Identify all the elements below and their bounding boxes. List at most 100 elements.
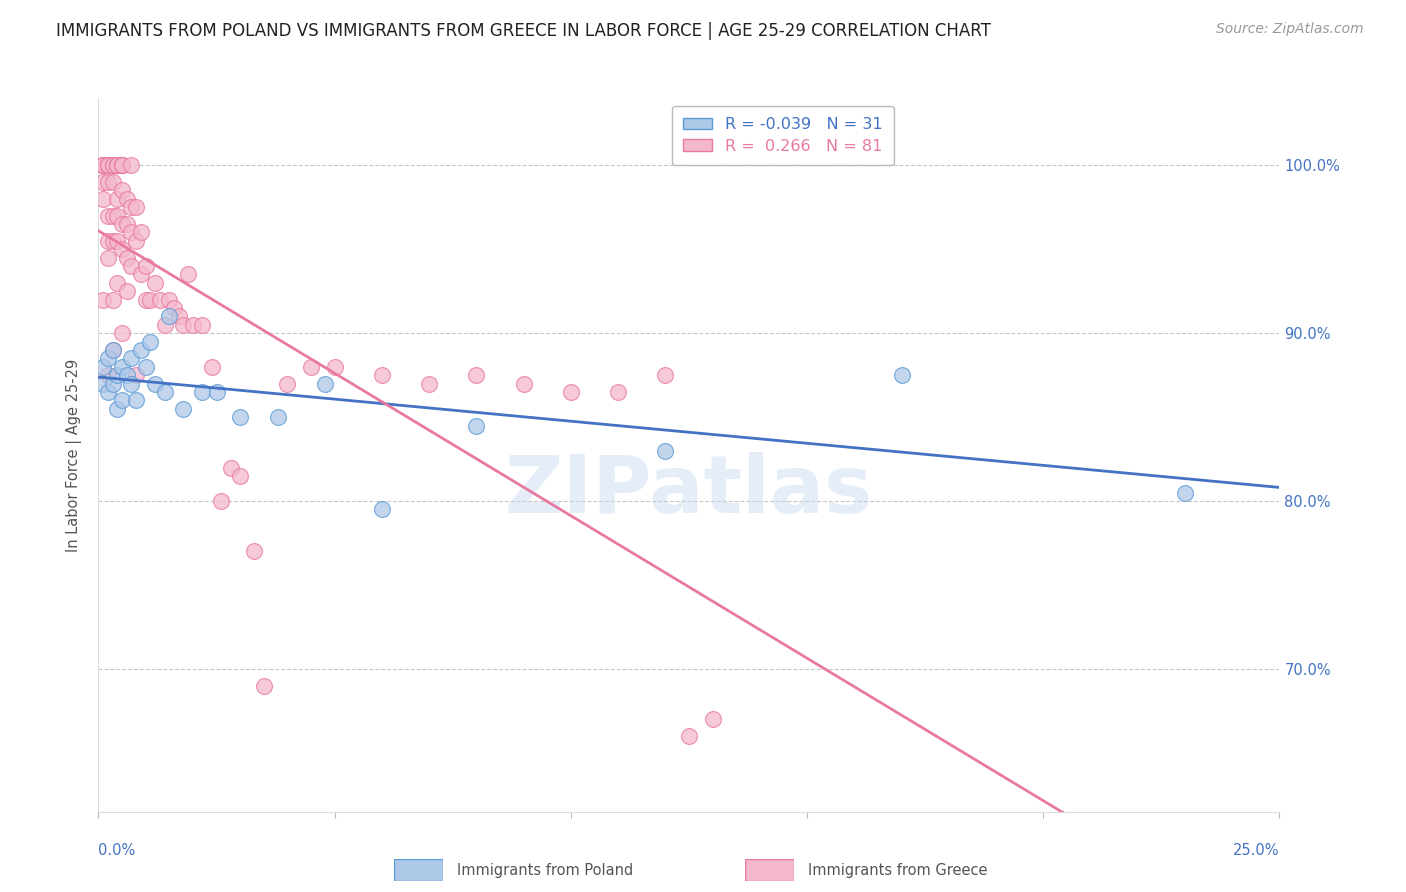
Point	[512, 376, 534, 391]
Point	[97, 384, 120, 399]
Point	[654, 443, 676, 458]
Point	[105, 158, 128, 172]
Text: 0.0%: 0.0%	[98, 843, 135, 858]
Point	[191, 384, 214, 399]
Point	[229, 410, 252, 425]
Point	[121, 376, 143, 391]
Point	[418, 376, 440, 391]
Point	[115, 217, 138, 231]
Point	[121, 351, 143, 366]
Point	[125, 234, 148, 248]
Point	[97, 158, 120, 172]
Point	[111, 217, 134, 231]
Point	[105, 401, 128, 416]
Point	[172, 318, 194, 332]
Point	[91, 359, 114, 374]
Point	[105, 158, 128, 172]
Point	[91, 158, 114, 172]
Point	[97, 158, 120, 172]
Point	[560, 384, 582, 399]
Point	[121, 259, 143, 273]
Point	[101, 209, 124, 223]
Point	[115, 251, 138, 265]
Point	[125, 368, 148, 383]
Point	[157, 293, 180, 307]
Point	[299, 359, 322, 374]
Point	[129, 226, 152, 240]
Point	[111, 158, 134, 172]
Point	[97, 209, 120, 223]
Point	[115, 192, 138, 206]
Point	[111, 326, 134, 341]
Point	[167, 310, 190, 324]
Point	[105, 192, 128, 206]
Point	[105, 368, 128, 383]
Point	[111, 158, 134, 172]
Point	[201, 359, 224, 374]
Point	[111, 184, 134, 198]
Point	[101, 343, 124, 357]
Point	[1174, 485, 1197, 500]
Text: IMMIGRANTS FROM POLAND VS IMMIGRANTS FROM GREECE IN LABOR FORCE | AGE 25-29 CORR: IMMIGRANTS FROM POLAND VS IMMIGRANTS FRO…	[56, 22, 991, 40]
Point	[267, 410, 290, 425]
Point	[143, 376, 166, 391]
Point	[177, 268, 200, 282]
Point	[121, 158, 143, 172]
Point	[115, 284, 138, 298]
Point	[607, 384, 630, 399]
Point	[135, 259, 157, 273]
Point	[105, 276, 128, 290]
Point	[105, 158, 128, 172]
Point	[135, 293, 157, 307]
Point	[115, 368, 138, 383]
Point	[139, 293, 162, 307]
Point	[153, 384, 176, 399]
Point	[91, 158, 114, 172]
Point	[135, 359, 157, 374]
Point	[97, 351, 120, 366]
Point	[209, 494, 232, 508]
Y-axis label: In Labor Force | Age 25-29: In Labor Force | Age 25-29	[66, 359, 83, 551]
Point	[181, 318, 204, 332]
Point	[91, 158, 114, 172]
Point	[157, 310, 180, 324]
Point	[91, 293, 114, 307]
Point	[371, 368, 394, 383]
Point	[125, 393, 148, 408]
Point	[371, 502, 394, 516]
Point	[654, 368, 676, 383]
Point	[253, 679, 276, 693]
Point	[149, 293, 172, 307]
Point	[229, 469, 252, 483]
Point	[314, 376, 336, 391]
Point	[276, 376, 298, 391]
Point	[465, 368, 488, 383]
Point	[129, 343, 152, 357]
Point	[101, 158, 124, 172]
Text: ZIPatlas: ZIPatlas	[505, 451, 873, 530]
Point	[163, 301, 186, 315]
Point	[121, 226, 143, 240]
Point	[97, 368, 120, 383]
Point	[101, 293, 124, 307]
Point	[129, 268, 152, 282]
Point	[101, 376, 124, 391]
Point	[101, 158, 124, 172]
Point	[702, 712, 724, 726]
Point	[121, 200, 143, 214]
Point	[105, 209, 128, 223]
Point	[111, 158, 134, 172]
Point	[97, 175, 120, 189]
Point	[91, 192, 114, 206]
Point	[101, 175, 124, 189]
Point	[191, 318, 214, 332]
Point	[139, 334, 162, 349]
Point	[323, 359, 346, 374]
Point	[97, 234, 120, 248]
Point	[172, 401, 194, 416]
Point	[97, 251, 120, 265]
Point	[678, 729, 700, 743]
Point	[205, 384, 228, 399]
Point	[243, 544, 266, 558]
Point	[91, 175, 114, 189]
